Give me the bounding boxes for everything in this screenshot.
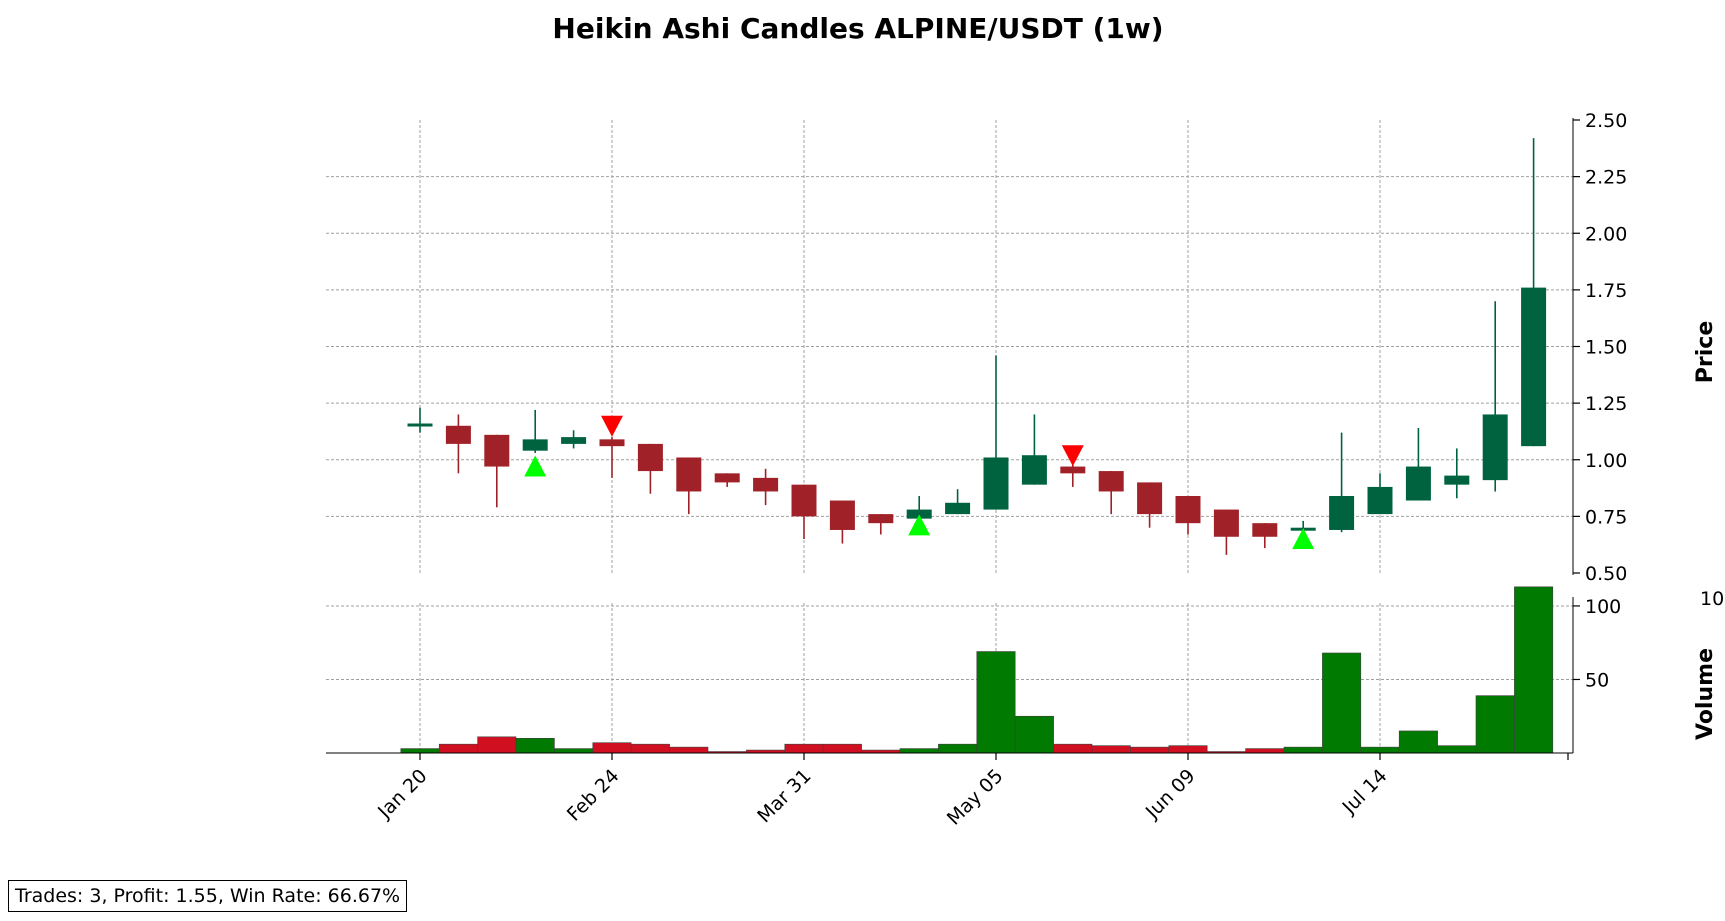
volume-bar	[1014, 715, 1054, 754]
volume-axis-label: Volume	[1693, 648, 1718, 740]
candle-body	[1367, 486, 1393, 515]
volume-bar	[1130, 746, 1170, 754]
buy-marker	[1292, 528, 1315, 550]
volume-bar	[400, 748, 440, 754]
volume-bar	[554, 748, 594, 754]
volume-bar	[976, 651, 1016, 754]
candle-body	[753, 477, 779, 492]
candle-body	[1021, 455, 1047, 485]
x-tick-label: Jan 20	[373, 765, 431, 823]
price-tick-label: 1.50	[1585, 337, 1627, 359]
price-tick-label: 1.25	[1585, 393, 1627, 415]
candle-body	[522, 439, 548, 451]
sell-marker	[601, 415, 623, 437]
x-tick-label: Jun 09	[1141, 765, 1200, 824]
price-panel	[407, 138, 1547, 555]
volume-bar	[438, 743, 478, 754]
candle-body	[791, 484, 817, 517]
x-tick-label: Feb 24	[563, 765, 624, 826]
volume-bar	[515, 737, 555, 754]
volume-bar	[1398, 730, 1438, 754]
volume-bar	[1283, 746, 1323, 754]
candle-body	[407, 423, 433, 427]
candle-body	[1252, 523, 1278, 537]
candle-body	[1329, 495, 1355, 530]
volume-bar	[1514, 586, 1554, 754]
price-tick-label: 0.50	[1585, 563, 1627, 585]
price-tick-label: 0.75	[1585, 506, 1627, 528]
volume-bar	[938, 743, 978, 754]
price-axis-label: Price	[1693, 321, 1718, 383]
candle-body	[599, 439, 625, 447]
volume-bar	[1245, 748, 1285, 754]
volume-bar	[784, 743, 824, 754]
candle-body	[1405, 466, 1431, 501]
volume-bar	[1360, 746, 1400, 754]
trade-stats-box: Trades: 3, Profit: 1.55, Win Rate: 66.67…	[8, 880, 408, 912]
candle-body	[1175, 495, 1201, 524]
volume-bar	[1168, 745, 1208, 754]
candle-body	[1521, 287, 1547, 447]
candle-body	[445, 425, 471, 444]
candle-body	[1060, 466, 1086, 474]
candle-body	[1482, 414, 1508, 481]
grid	[326, 120, 1573, 753]
candle-body	[676, 457, 702, 492]
volume-tick-label: 100	[1585, 596, 1621, 618]
x-tick-label: Jul 14	[1338, 765, 1392, 819]
volume-bar	[1053, 743, 1093, 754]
candle-body	[983, 457, 1009, 510]
chart-title: Heikin Ashi Candles ALPINE/USDT (1w)	[552, 12, 1163, 45]
candle-body	[1213, 509, 1239, 537]
price-tick-label: 2.50	[1585, 110, 1627, 132]
volume-bar	[669, 746, 709, 754]
volume-bar	[1091, 745, 1131, 754]
volume-bar	[1475, 695, 1515, 754]
candle-body	[906, 509, 932, 519]
volume-bar	[899, 748, 939, 754]
volume-bar	[477, 736, 517, 754]
candle-body	[561, 437, 587, 444]
candle-body	[714, 473, 740, 483]
candle-body	[484, 434, 510, 467]
volume-bar	[592, 742, 632, 754]
price-tick-label: 2.00	[1585, 223, 1627, 245]
candle-body	[637, 443, 663, 472]
candle-body	[868, 514, 894, 524]
candle-body	[1098, 471, 1124, 492]
candle-body	[945, 502, 971, 515]
candle-body	[1444, 475, 1470, 485]
volume-multiplier-base: 10	[1700, 588, 1724, 610]
buy-marker	[524, 455, 547, 477]
price-tick-label: 2.25	[1585, 167, 1627, 189]
trade-markers	[524, 415, 1315, 550]
volume-panel	[400, 586, 1554, 754]
volume-bar	[1322, 652, 1362, 754]
candle-body	[1137, 482, 1163, 515]
volume-multiplier: 106	[1700, 582, 1725, 610]
volume-bar	[822, 743, 862, 754]
volume-bar	[630, 743, 670, 754]
candle-body	[829, 500, 855, 530]
volume-bar	[1437, 745, 1477, 754]
x-tick-label: May 05	[943, 765, 1008, 830]
volume-tick-label: 50	[1585, 669, 1609, 691]
buy-marker	[908, 514, 931, 536]
sell-marker	[1061, 445, 1084, 467]
x-tick-label: Mar 31	[753, 765, 815, 827]
price-tick-label: 1.75	[1585, 280, 1627, 302]
price-tick-label: 1.00	[1585, 450, 1627, 472]
